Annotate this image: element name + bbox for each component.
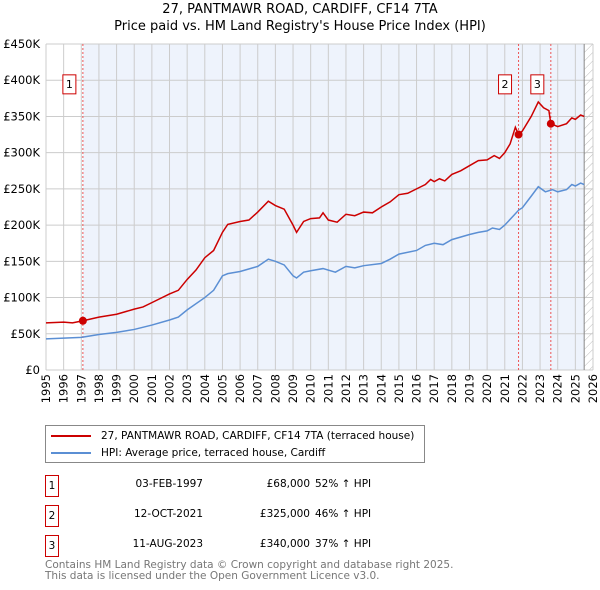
sale-label-box	[530, 74, 545, 95]
x-tick-label: 2007	[251, 374, 265, 403]
sale-label: 1	[66, 78, 73, 91]
x-tick-label: 1996	[57, 374, 71, 403]
y-tick-label: £350K	[3, 109, 40, 123]
x-tick-label: 2002	[163, 374, 177, 403]
sale-hpi: 46% ↑ HPI	[315, 508, 372, 520]
sale-marker-label: 3	[45, 535, 59, 557]
sale-label: 3	[534, 78, 541, 91]
sale-label-box	[498, 74, 513, 95]
y-tick-label: £200K	[3, 218, 40, 232]
y-tick-label: £300K	[3, 146, 40, 160]
x-tick-label: 2015	[392, 374, 406, 403]
chart-subtitle: Price paid vs. HM Land Registry's House …	[114, 19, 486, 34]
y-tick-label: £450K	[3, 37, 40, 51]
x-tick-label: 2023	[533, 374, 547, 403]
legend-label: HPI: Average price, terraced house, Card…	[101, 447, 326, 459]
x-tick-label: 2010	[304, 374, 318, 403]
x-tick-label: 2019	[462, 374, 476, 403]
chart-title: 27, PANTMAWR ROAD, CARDIFF, CF14 7TA	[162, 2, 438, 17]
sale-hpi: 52% ↑ HPI	[315, 478, 372, 490]
sale-date: 03-FEB-1997	[135, 478, 203, 490]
sale-row: 3 11-AUG-2023 £340,000 37% ↑ HPI	[45, 535, 445, 557]
x-tick-label: 2004	[198, 374, 212, 403]
legend-label: 27, PANTMAWR ROAD, CARDIFF, CF14 7TA (te…	[101, 430, 415, 442]
sale-label: 2	[502, 78, 509, 91]
x-tick-label: 1997	[74, 374, 88, 403]
sale-marker-label: 2	[45, 505, 59, 527]
legend-item-hpi: HPI: Average price, terraced house, Card…	[51, 445, 325, 461]
x-tick-label: 2000	[127, 374, 141, 403]
forecast-hatch	[584, 44, 593, 370]
x-tick-label: 2025	[568, 374, 582, 403]
sale-price: £68,000	[266, 478, 310, 490]
x-tick-label: 1999	[110, 374, 124, 403]
x-tick-label: 2013	[357, 374, 371, 403]
y-tick-label: £0	[25, 363, 40, 377]
x-tick-label: 2020	[480, 374, 494, 403]
sale-price: £340,000	[259, 538, 310, 550]
x-tick-label: 1995	[39, 374, 53, 403]
x-tick-label: 2022	[515, 374, 529, 403]
sale-point	[514, 130, 523, 139]
x-tick-label: 2005	[215, 374, 229, 403]
x-tick-label: 2014	[374, 374, 388, 403]
x-tick-label: 2021	[498, 374, 512, 403]
x-tick-label: 2024	[551, 374, 565, 403]
legend-item-property: 27, PANTMAWR ROAD, CARDIFF, CF14 7TA (te…	[51, 428, 414, 444]
sale-point	[546, 119, 555, 128]
x-tick-label: 2018	[445, 374, 459, 403]
footer-copyright: Contains HM Land Registry data © Crown c…	[45, 559, 454, 571]
sale-date: 11-AUG-2023	[132, 538, 203, 550]
plot-area: 1995 1996 1997 1998 1999 2000 2001 2002 2003 2004…	[3, 37, 600, 403]
ownership-shade	[82, 44, 585, 370]
x-tick-label: 2006	[233, 374, 247, 403]
y-tick-label: £100K	[3, 291, 40, 305]
x-tick-label: 2012	[339, 374, 353, 403]
y-tick-label: £150K	[3, 254, 40, 268]
y-tick-label: £250K	[3, 182, 40, 196]
footer-licence: This data is licensed under the Open Gov…	[45, 570, 380, 582]
x-tick-label: 1998	[92, 374, 106, 403]
y-tick-label: £400K	[3, 73, 40, 87]
sale-date: 12-OCT-2021	[134, 508, 203, 520]
x-tick-label: 2001	[145, 374, 159, 403]
sale-row: 1 03-FEB-1997 £68,000 52% ↑ HPI	[45, 475, 445, 497]
x-tick-label: 2017	[427, 374, 441, 403]
x-tick-label: 2026	[586, 374, 600, 403]
hpi-line	[45, 182, 585, 340]
sale-label-box	[62, 74, 77, 95]
legend: 27, PANTMAWR ROAD, CARDIFF, CF14 7TA (te…	[45, 425, 425, 463]
sale-point	[78, 316, 87, 325]
x-tick-label: 2008	[268, 374, 282, 403]
y-tick-label: £50K	[11, 327, 41, 341]
x-tick-label: 2003	[180, 374, 194, 403]
legend-swatch-blue	[51, 452, 91, 454]
sale-hpi: 37% ↑ HPI	[315, 538, 372, 550]
x-tick-label: 2016	[410, 374, 424, 403]
sale-price: £325,000	[259, 508, 310, 520]
sale-row: 2 12-OCT-2021 £325,000 46% ↑ HPI	[45, 505, 445, 527]
legend-swatch-red	[51, 435, 91, 437]
sale-marker-label: 1	[45, 475, 59, 497]
price-paid-line	[45, 100, 585, 324]
x-tick-label: 2011	[321, 374, 335, 403]
x-tick-label: 2009	[286, 374, 300, 403]
